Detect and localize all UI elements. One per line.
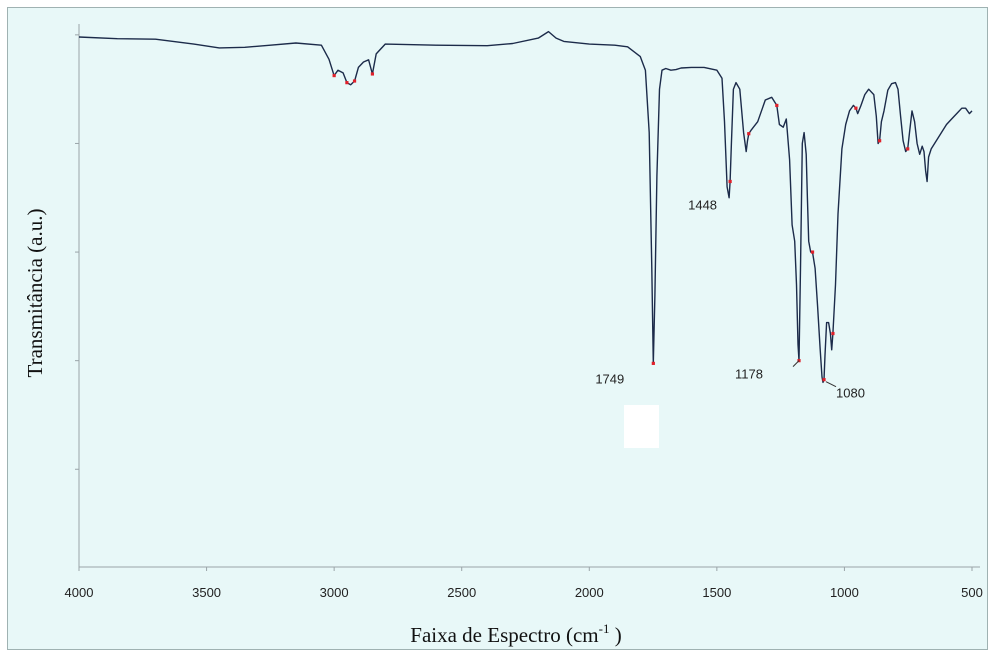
peak-marker: [728, 179, 732, 184]
peak-marker: [370, 72, 375, 76]
peak-marker: [854, 106, 858, 110]
peak-marker: [797, 359, 801, 363]
x-tick-label: 2000: [575, 585, 604, 600]
y-axis-title: Transmitância (a.u.): [23, 209, 47, 378]
peak-marker: [810, 250, 815, 254]
peak-label-1448: 1448: [688, 197, 717, 212]
peak-leader-line: [792, 360, 800, 368]
x-axis-tick-labels: 4000 3500 3000 2500 2000 1500 1000 500: [65, 585, 983, 600]
x-tick-label: 4000: [65, 585, 94, 600]
peak-marker: [332, 73, 336, 78]
peak-marker: [775, 103, 779, 108]
peak-marker: [651, 361, 655, 365]
peak-marker: [878, 139, 882, 143]
x-tick-label: 1500: [702, 585, 731, 600]
label-mask: [624, 405, 659, 448]
x-tick-label: 3500: [192, 585, 221, 600]
peak-leader-line: [825, 381, 837, 388]
peak-markers: [332, 72, 910, 382]
peak-marker: [822, 378, 826, 382]
peak-label-1080: 1080: [836, 386, 865, 401]
y-axis-ticks: [75, 34, 79, 470]
peak-marker: [831, 331, 835, 336]
x-tick-label: 2500: [447, 585, 476, 600]
spectrum-line: [78, 30, 973, 384]
chart-frame: [7, 7, 988, 650]
peak-labels: 1749 1448 1178 1080: [595, 197, 865, 400]
x-tick-label: 3000: [320, 585, 349, 600]
x-tick-label: 500: [961, 585, 983, 600]
peak-label-1178: 1178: [735, 367, 763, 382]
x-axis-title: Faixa de Espectro (cm-1 ): [410, 621, 621, 647]
series-group: [78, 30, 973, 384]
peak-marker: [345, 81, 349, 85]
peak-marker: [352, 79, 357, 83]
peak-label-1749: 1749: [595, 371, 624, 386]
peak-marker: [906, 147, 910, 151]
x-tick-label: 1000: [830, 585, 859, 600]
x-axis-ticks: [78, 567, 973, 571]
peak-marker: [747, 132, 751, 136]
